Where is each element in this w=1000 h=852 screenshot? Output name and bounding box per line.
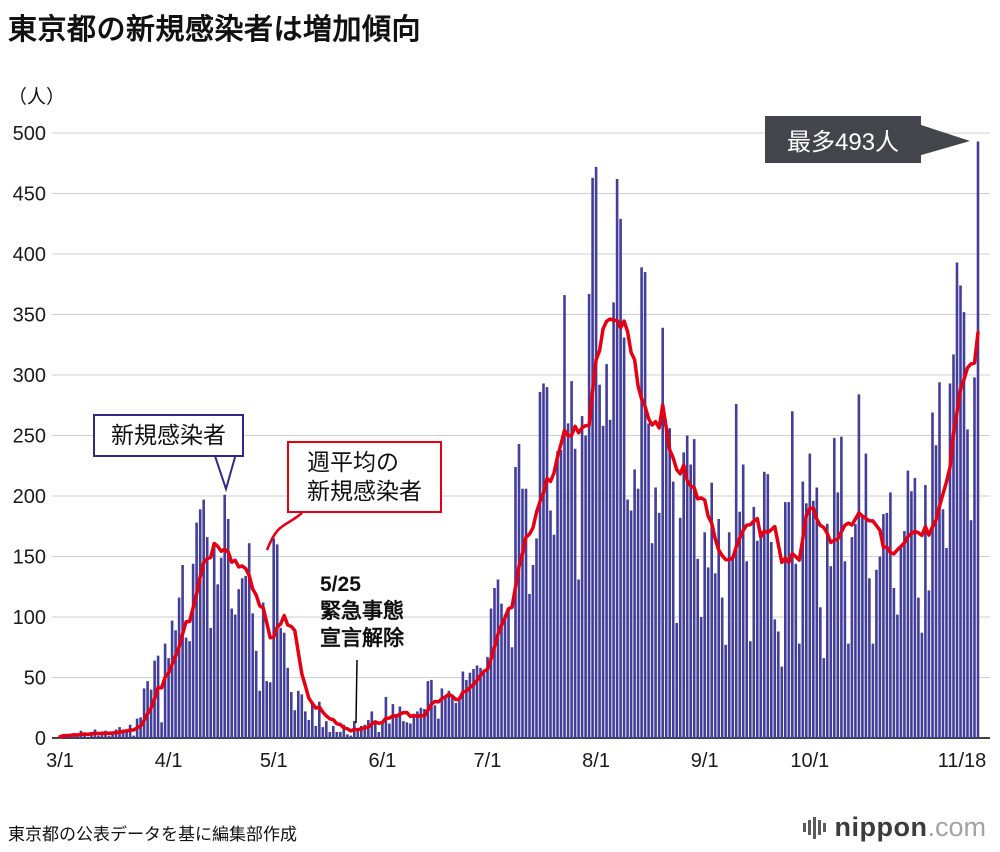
- nippon-logo: nippon .com: [802, 812, 986, 843]
- svg-text:50: 50: [24, 668, 46, 690]
- svg-text:9/1: 9/1: [691, 750, 719, 772]
- emergency-lift-note: 5/25 緊急事態 宣言解除: [320, 572, 404, 653]
- avg-callout-pointer: [265, 512, 303, 551]
- svg-text:10/1: 10/1: [790, 750, 829, 772]
- daily-cases-callout: 新規感染者: [93, 414, 244, 457]
- weekly-average-line: [58, 317, 980, 739]
- svg-text:6/1: 6/1: [368, 750, 396, 772]
- svg-text:450: 450: [13, 184, 46, 206]
- svg-text:4/1: 4/1: [155, 750, 183, 772]
- emergency-lift-line1: 緊急事態: [320, 599, 404, 623]
- svg-text:400: 400: [13, 244, 46, 266]
- svg-text:0: 0: [35, 728, 46, 750]
- y-axis-unit-label: （人）: [8, 87, 66, 108]
- svg-text:5/1: 5/1: [260, 750, 288, 772]
- svg-text:500: 500: [13, 123, 46, 145]
- svg-text:3/1: 3/1: [46, 750, 74, 772]
- axis-tick-labels: 0 50 100 150 200 250 300 350 400 450 500 3/1 4/1 5/1 6…: [13, 123, 987, 772]
- nippon-logo-tld: .com: [927, 812, 986, 842]
- source-credit: 東京都の公表データを基に編集部作成: [8, 825, 297, 844]
- svg-text:100: 100: [13, 607, 46, 629]
- svg-text:11/18: 11/18: [938, 750, 987, 772]
- emergency-lift-date: 5/25: [320, 573, 361, 596]
- svg-text:7/1: 7/1: [474, 750, 502, 772]
- nippon-logo-name: nippon: [834, 812, 928, 842]
- svg-text:250: 250: [13, 426, 46, 448]
- nippon-logo-bars-icon: [802, 816, 826, 839]
- chart-title: 東京都の新規感染者は増加傾向: [8, 14, 422, 46]
- event-pointer-line: [355, 659, 358, 724]
- svg-text:300: 300: [13, 365, 46, 387]
- peak-value-label: 最多493人: [787, 129, 900, 156]
- svg-text:8/1: 8/1: [582, 750, 610, 772]
- daily-cases-callout-label: 新規感染者: [111, 422, 226, 448]
- weekly-average-callout: 週平均の 新規感染者: [287, 441, 442, 513]
- daily-cases-bars: [58, 141, 980, 739]
- svg-text:350: 350: [13, 305, 46, 327]
- peak-badge-pointer: [918, 124, 970, 156]
- svg-text:150: 150: [13, 547, 46, 569]
- weekly-average-callout-line2: 新規感染者: [307, 477, 422, 504]
- peak-value-badge: 最多493人: [765, 116, 922, 163]
- svg-text:200: 200: [13, 486, 46, 508]
- emergency-lift-line2: 宣言解除: [320, 626, 404, 650]
- weekly-average-callout-line1: 週平均の: [307, 449, 399, 475]
